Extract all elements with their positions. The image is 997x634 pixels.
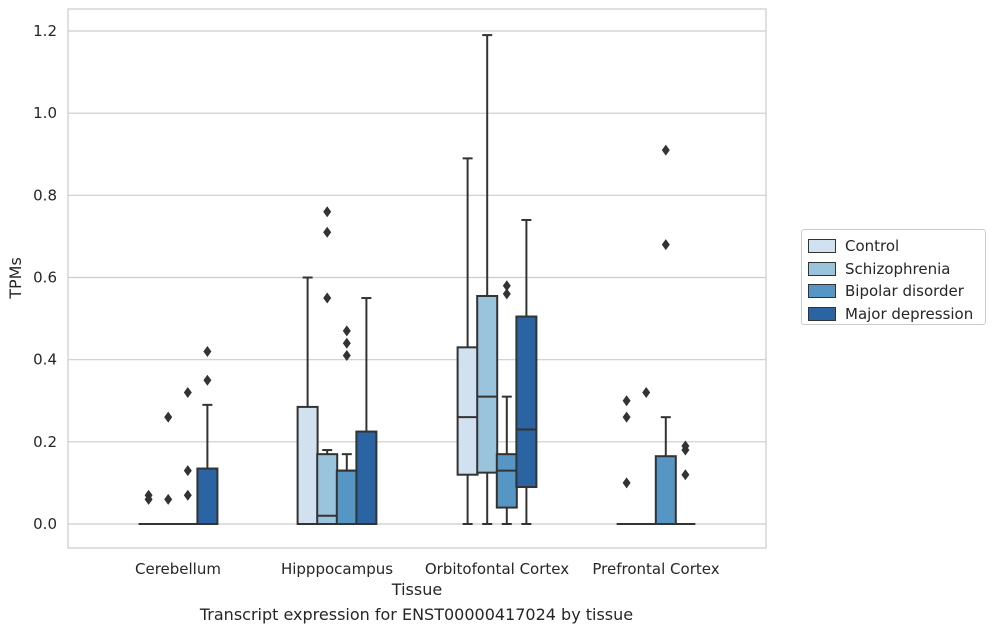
outlier-point [323, 226, 332, 238]
legend-item-major-depression: Major depression [808, 303, 985, 326]
outlier-point [342, 337, 351, 349]
legend-label-major-depression: Major depression [845, 304, 974, 323]
box-iqr [355, 430, 378, 525]
box-iqr [495, 453, 518, 509]
box-iqr [456, 346, 479, 476]
box-schizophrenia-2 [476, 34, 499, 525]
outlier-point [622, 395, 631, 407]
y-axis-label: TPMs [6, 257, 25, 300]
y-tick-label: 0.4 [33, 351, 57, 369]
outlier-point [681, 469, 690, 481]
box-bipolar-disorder-0 [177, 387, 198, 525]
box-major-depression-0 [196, 345, 219, 526]
outlier-point [183, 387, 192, 399]
legend-label-schizophrenia: Schizophrenia [845, 259, 951, 278]
outlier-point [661, 144, 670, 156]
box-iqr [296, 405, 319, 526]
outlier-point [323, 206, 332, 218]
box-schizophrenia-0 [158, 411, 179, 525]
legend-swatch-control [808, 239, 836, 254]
box-major-depression-1 [355, 297, 378, 525]
outlier-point [203, 374, 212, 386]
legend-swatch-schizophrenia [808, 261, 836, 276]
box-major-depression-2 [515, 218, 538, 525]
box-control-2 [456, 157, 479, 525]
box-iqr [316, 453, 339, 525]
y-tick-labels: 0.0 0.2 0.4 0.6 0.8 1.0 1.2 [33, 22, 57, 533]
legend-item-control: Control [808, 235, 985, 258]
box-major-depression-3 [675, 440, 696, 525]
y-tick-label: 0.0 [33, 515, 57, 533]
box-bipolar-disorder-3 [654, 144, 677, 525]
legend-label-control: Control [845, 237, 900, 256]
x-tick-label: Cerebellum [135, 560, 221, 578]
box-iqr [196, 467, 219, 526]
y-tick-label: 0.8 [33, 186, 57, 204]
y-tick-label: 0.2 [33, 433, 57, 451]
box-bipolar-disorder-2 [495, 280, 518, 525]
plot-frame [67, 8, 767, 549]
outlier-point [342, 325, 351, 337]
outlier-point [622, 477, 631, 489]
x-tick-label: Prefrontal Cortex [592, 560, 719, 578]
box-iqr [476, 294, 499, 474]
x-tick-label: Orbitofontal Cortex [425, 560, 569, 578]
x-axis-label: Tissue [391, 580, 442, 599]
outlier-point [183, 465, 192, 477]
outlier-point [203, 345, 212, 357]
figure-caption: Transcript expression for ENST0000041702… [199, 605, 634, 624]
outlier-point [144, 489, 153, 501]
legend: Control Schizophrenia Bipolar disorder M… [801, 229, 986, 325]
outlier-point [502, 280, 511, 292]
outlier-point [681, 440, 690, 452]
legend-label-bipolar-disorder: Bipolar disorder [845, 282, 964, 301]
outlier-point [323, 292, 332, 304]
box-control-1 [296, 276, 319, 526]
x-tick-label: Hipppocampus [281, 560, 393, 578]
legend-item-schizophrenia: Schizophrenia [808, 258, 985, 281]
outlier-point [642, 387, 651, 399]
outlier-point [342, 350, 351, 362]
y-tick-label: 0.6 [33, 269, 57, 287]
box-iqr [515, 315, 538, 489]
y-tick-label: 1.0 [33, 104, 57, 122]
box-bipolar-disorder-1 [335, 325, 358, 526]
box-iqr [654, 455, 677, 525]
outlier-point [661, 239, 670, 251]
outlier-point [183, 489, 192, 501]
box-marks [138, 34, 696, 526]
legend-item-bipolar-disorder: Bipolar disorder [808, 280, 985, 303]
y-tick-label: 1.2 [33, 22, 57, 40]
box-control-3 [616, 395, 637, 525]
x-tick-labels: Cerebellum Hipppocampus Orbitofontal Corte… [135, 560, 720, 578]
outlier-point [622, 411, 631, 423]
box-iqr [335, 469, 358, 526]
box-schizophrenia-3 [636, 387, 657, 525]
outlier-point [502, 288, 511, 300]
outlier-point [164, 493, 173, 505]
legend-swatch-bipolar-disorder [808, 284, 836, 299]
legend-swatch-major-depression [808, 306, 836, 321]
box-schizophrenia-1 [316, 206, 339, 525]
outlier-point [164, 411, 173, 423]
box-control-0 [138, 489, 159, 525]
